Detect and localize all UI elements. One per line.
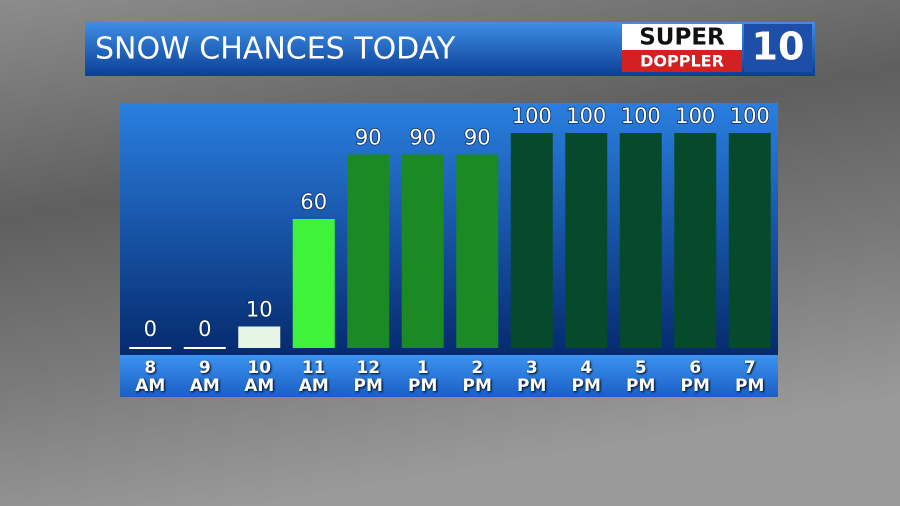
bar xyxy=(347,154,390,348)
plot-panel xyxy=(120,103,778,355)
category-strip xyxy=(120,355,778,397)
logo-box xyxy=(622,50,742,72)
x-tick-label: 10 AM xyxy=(244,358,275,396)
value-label: 100 xyxy=(566,104,606,128)
bar xyxy=(565,133,608,348)
logo-text: DOPPLER xyxy=(640,52,724,71)
value-label: 90 xyxy=(464,126,491,150)
value-label: 100 xyxy=(512,104,552,128)
bar xyxy=(619,133,662,348)
x-tick-label: 6 PM xyxy=(680,358,710,396)
bar xyxy=(129,347,172,349)
x-tick-label: 11 AM xyxy=(298,358,329,396)
x-tick-label: 2 PM xyxy=(462,358,492,396)
bar xyxy=(728,133,771,348)
x-tick-label: 12 PM xyxy=(353,358,383,396)
x-tick-label: 7 PM xyxy=(735,358,765,396)
x-tick-label: 3 PM xyxy=(517,358,547,396)
bar xyxy=(510,133,553,348)
logo-number: 10 xyxy=(752,25,805,69)
bar xyxy=(238,326,281,348)
value-label: 0 xyxy=(198,317,211,341)
bar xyxy=(183,347,226,349)
value-label: 0 xyxy=(144,317,157,341)
x-tick-label: 4 PM xyxy=(571,358,601,396)
bar xyxy=(401,154,444,348)
logo-box xyxy=(622,24,742,50)
value-label: 90 xyxy=(409,126,436,150)
logo-text: SUPER xyxy=(639,25,725,51)
chart-title: SNOW CHANCES TODAY xyxy=(95,32,456,67)
x-tick-label: 1 PM xyxy=(408,358,438,396)
bar xyxy=(456,154,499,348)
bar xyxy=(674,133,717,348)
x-tick-label: 8 AM xyxy=(135,358,166,396)
value-label: 100 xyxy=(621,104,661,128)
bar xyxy=(292,219,335,348)
x-tick-label: 5 PM xyxy=(626,358,656,396)
value-label: 10 xyxy=(246,298,273,322)
value-label: 100 xyxy=(675,104,715,128)
value-label: 90 xyxy=(355,126,382,150)
x-tick-label: 9 AM xyxy=(189,358,220,396)
value-label: 100 xyxy=(730,104,770,128)
logo-box xyxy=(744,24,812,72)
value-label: 60 xyxy=(300,190,327,214)
